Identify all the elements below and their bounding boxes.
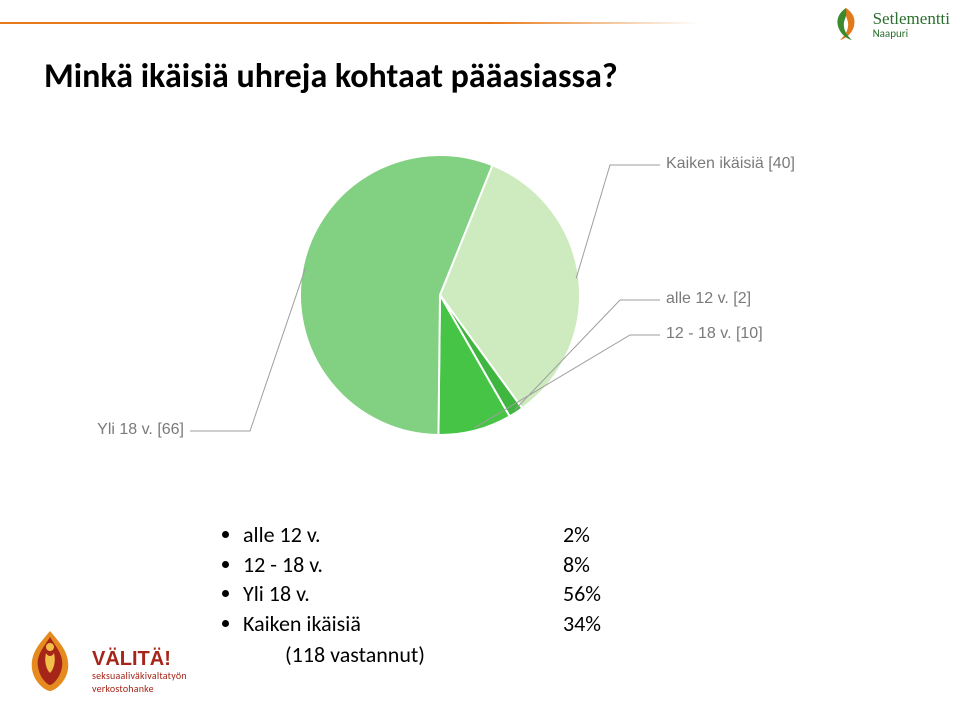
- footer-left-logo: VÄLITÄ! seksuaaliväkivaltatyön verkostoh…: [18, 625, 187, 695]
- accent-rule: [0, 22, 700, 24]
- valita-mark-icon: [18, 625, 82, 695]
- bullet-value: 8%: [563, 550, 590, 580]
- bullet-row: Yli 18 v.56%: [243, 579, 723, 609]
- leader-yli18: [190, 268, 305, 431]
- footer-left-sub2: verkostohanke: [92, 682, 187, 695]
- leader-12_18: [475, 335, 660, 428]
- bullet-label: alle 12 v.: [243, 520, 563, 550]
- leader-alle12: [515, 300, 660, 410]
- bullet-value: 56%: [563, 579, 601, 609]
- pie-leaders: [130, 145, 830, 485]
- bullet-label: 12 - 18 v.: [243, 550, 563, 580]
- pie-chart-area: Kaiken ikäisiä [40] alle 12 v. [2] 12 - …: [130, 145, 830, 485]
- leader-kaiken: [576, 165, 660, 278]
- bullet-label: Yli 18 v.: [243, 579, 563, 609]
- bullet-value: 34%: [563, 609, 601, 639]
- valita-text-block: VÄLITÄ! seksuaaliväkivaltatyön verkostoh…: [92, 649, 187, 695]
- respondent-count: (118 vastannut): [285, 641, 723, 668]
- brand-logo-right: Setlementti Naapuri: [825, 4, 950, 46]
- slide-page: Setlementti Naapuri Minkä ikäisiä uhreja…: [0, 0, 960, 703]
- brand-name: Setlementti: [873, 10, 950, 27]
- bullet-value: 2%: [563, 520, 590, 550]
- summary-bullets: alle 12 v.2% 12 - 18 v.8% Yli 18 v.56% K…: [225, 520, 723, 668]
- footer-left-title: VÄLITÄ!: [92, 649, 187, 669]
- bullet-row: alle 12 v.2%: [243, 520, 723, 550]
- page-title: Minkä ikäisiä uhreja kohtaat pääasiassa?: [44, 56, 618, 97]
- top-accent-bar: Setlementti Naapuri: [0, 0, 960, 46]
- bullet-row: Kaiken ikäisiä34%: [243, 609, 723, 639]
- bullet-row: 12 - 18 v.8%: [243, 550, 723, 580]
- brand-mark-icon: [825, 4, 867, 46]
- bullet-label: Kaiken ikäisiä: [243, 609, 563, 639]
- brand-text: Setlementti Naapuri: [873, 10, 950, 40]
- footer-left-sub1: seksuaaliväkivaltatyön: [92, 669, 187, 682]
- brand-sub: Naapuri: [873, 27, 950, 40]
